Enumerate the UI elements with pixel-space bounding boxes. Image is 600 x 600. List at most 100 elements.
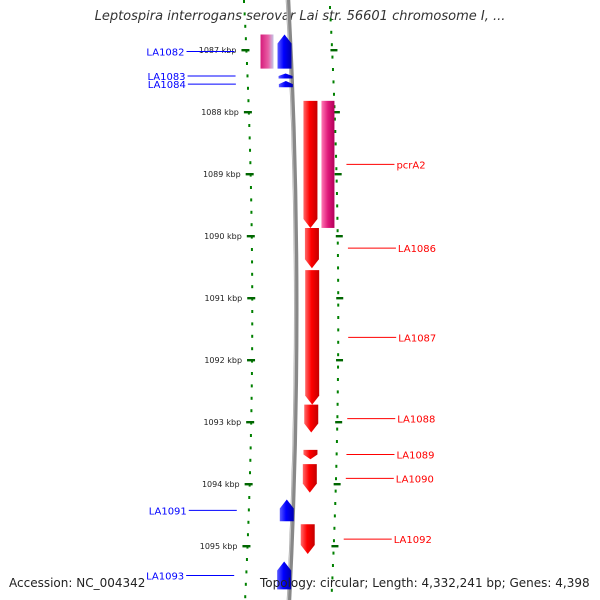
track-dot — [248, 496, 251, 499]
bp-tick-label: 1094 kbp — [202, 480, 240, 489]
bp-tick-mark — [242, 545, 251, 548]
track-dot — [245, 558, 248, 561]
gene-arrow-pcra2[interactable] — [303, 100, 318, 228]
track-dot — [334, 142, 337, 146]
track-dot — [244, 582, 247, 586]
track-dot — [250, 223, 253, 227]
track-dot — [329, 18, 332, 22]
track-dot — [335, 452, 338, 456]
gene-label-la1082[interactable]: LA1082 — [146, 48, 184, 59]
track-dot — [250, 384, 253, 388]
gene-arrow-la1084[interactable] — [278, 81, 293, 88]
accession-text: Accession: NC_004342 — [9, 576, 146, 590]
track-dot — [246, 74, 249, 78]
genome-stats-text: Topology: circular; Length: 4,332,241 bp… — [260, 576, 590, 590]
track-dot — [251, 310, 254, 313]
gene-label-pcra2[interactable]: pcrA2 — [396, 160, 425, 171]
gene-arrow-la1083[interactable] — [278, 73, 293, 79]
gene-label-la1091[interactable]: LA1091 — [149, 506, 187, 517]
track-dot — [335, 154, 338, 158]
gene-arrow-la1092[interactable] — [300, 524, 315, 555]
pseudo-feature-pcra2[interactable] — [321, 100, 335, 228]
bp-tick-mark — [247, 359, 256, 362]
track-dot — [250, 198, 253, 202]
track-dot — [247, 508, 250, 512]
track-dot — [249, 458, 252, 462]
track-dot — [336, 427, 339, 431]
bp-tick-mark-outer — [336, 297, 344, 300]
track-dot — [244, 37, 247, 41]
track-dot — [334, 502, 337, 505]
bp-tick-label: 1089 kbp — [203, 170, 241, 179]
bp-tick-mark — [241, 49, 250, 52]
track-dot — [337, 291, 340, 295]
track-dot — [249, 148, 252, 152]
pseudo-feature-la1082[interactable] — [260, 34, 274, 69]
bp-tick-label: 1095 kbp — [200, 542, 238, 551]
track-dot — [330, 43, 333, 47]
gene-arrow-la1082[interactable] — [277, 34, 292, 69]
track-dot — [249, 161, 252, 165]
track-dot — [251, 272, 254, 276]
track-dot — [335, 192, 338, 195]
track-dot — [336, 204, 339, 208]
track-dot — [250, 372, 253, 375]
gene-arrow-la1093[interactable] — [277, 561, 292, 590]
track-dot — [335, 440, 338, 443]
gene-label-la1086[interactable]: LA1086 — [398, 244, 436, 255]
gene-label-la1092[interactable]: LA1092 — [394, 535, 432, 546]
track-dot — [250, 210, 253, 214]
track-dot — [336, 216, 339, 220]
track-dot — [245, 570, 248, 574]
gene-arrow-la1090[interactable] — [302, 464, 317, 493]
gene-arrow-la1088[interactable] — [304, 404, 319, 433]
track-dot — [244, 595, 247, 599]
gene-label-la1090[interactable]: LA1090 — [396, 474, 434, 485]
gene-label-la1083[interactable]: LA1083 — [147, 72, 185, 83]
track-dot — [246, 533, 249, 537]
gene-label-la1089[interactable]: LA1089 — [396, 451, 434, 462]
track-dot — [334, 130, 337, 133]
bp-tick-mark-outer — [333, 483, 341, 486]
bp-tick-label: 1090 kbp — [204, 232, 242, 241]
bp-tick-mark — [243, 111, 252, 114]
track-dot — [335, 464, 338, 468]
track-dot — [336, 241, 339, 245]
track-dot — [335, 477, 338, 481]
track-dot — [249, 446, 252, 450]
track-dot — [329, 6, 331, 9]
track-dot — [337, 316, 340, 319]
gene-track — [260, 34, 335, 590]
bp-scale: 1087 kbp 1088 kbp 1089 kbp 1090 kbp 1091 kbp… — [199, 46, 344, 551]
track-dot — [246, 86, 249, 90]
gene-arrow-la1086[interactable] — [304, 227, 319, 269]
track-dot — [335, 179, 338, 183]
gene-label-la1084[interactable]: LA1084 — [148, 80, 186, 91]
gene-arrow-la1091[interactable] — [279, 499, 294, 522]
gene-arrow-la1089[interactable] — [303, 449, 318, 460]
bp-tick-mark-outer — [335, 235, 343, 238]
gene-arrow-la1087[interactable] — [305, 270, 320, 405]
outer-dotted-track — [329, 6, 340, 592]
gene-label-la1087[interactable]: LA1087 — [398, 333, 436, 344]
bp-tick-mark-outer — [334, 173, 342, 176]
track-dot — [247, 520, 250, 524]
track-dot — [334, 489, 337, 493]
track-dot — [244, 24, 247, 28]
track-dot — [335, 167, 338, 171]
track-dot — [337, 328, 340, 332]
track-dot — [337, 353, 340, 357]
bp-tick-mark — [246, 421, 255, 424]
gene-label-la1088[interactable]: LA1088 — [397, 415, 435, 426]
track-dot — [251, 347, 254, 351]
track-dot — [336, 378, 339, 381]
track-dot — [251, 322, 254, 326]
track-dot — [251, 334, 254, 338]
track-dot — [337, 278, 340, 282]
track-dot — [336, 402, 339, 406]
gene-label-la1093[interactable]: LA1093 — [146, 571, 184, 582]
track-dot — [336, 229, 339, 233]
bp-tick-mark — [247, 297, 256, 300]
bp-tick-label: 1092 kbp — [204, 356, 242, 365]
track-dot — [245, 62, 248, 65]
